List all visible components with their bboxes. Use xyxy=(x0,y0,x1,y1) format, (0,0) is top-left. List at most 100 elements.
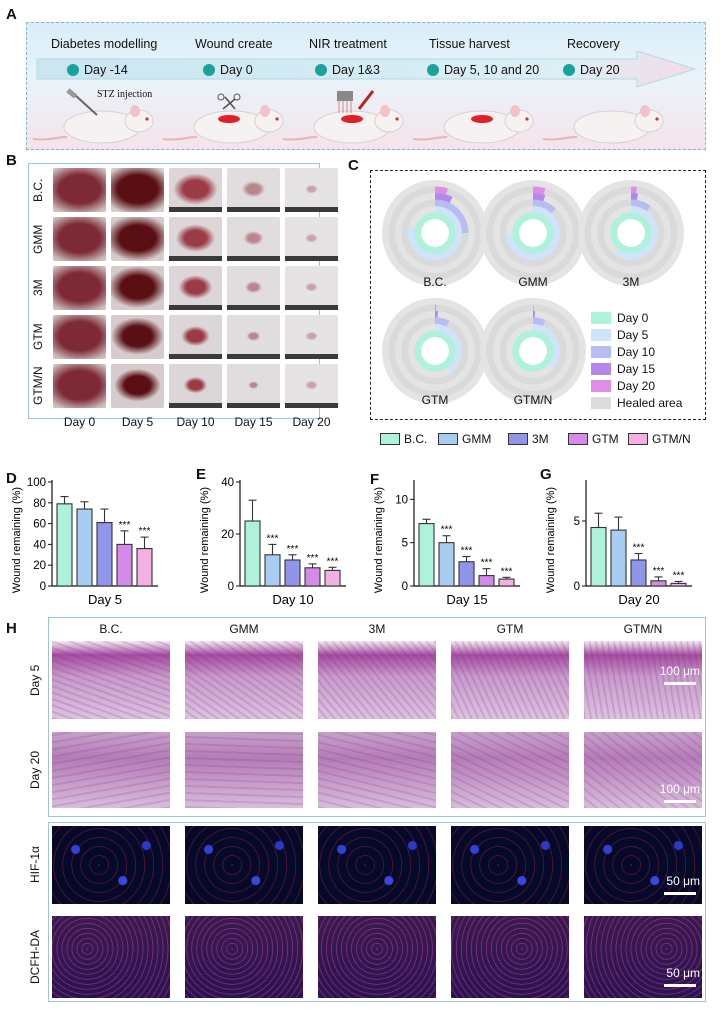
significance-label: *** xyxy=(267,533,279,544)
legend-swatch xyxy=(591,312,611,324)
mouse-icon xyxy=(32,88,154,144)
histology-image xyxy=(451,826,569,904)
mouse-icon xyxy=(282,90,404,144)
legend-label: Day 0 xyxy=(617,311,649,325)
histology-image xyxy=(52,641,170,719)
legend-swatch xyxy=(591,397,611,409)
photo-row-label: GTM xyxy=(31,323,45,351)
stage-day-5-label: Day 20 xyxy=(580,63,620,77)
legend-swatch xyxy=(508,433,528,445)
ring-center xyxy=(519,337,547,365)
ruler-strip xyxy=(169,354,222,359)
group-legend-item: GMM xyxy=(438,432,491,446)
significance-label: *** xyxy=(441,525,453,536)
ring-chart xyxy=(480,180,586,286)
y-tick-label: 20 xyxy=(33,560,46,572)
wound-photo xyxy=(169,315,222,359)
stage-day-2: Day 0 xyxy=(203,63,253,77)
ring-chart xyxy=(578,180,684,286)
mouse-icon xyxy=(412,105,534,144)
histology-row-label: DCFH-DA xyxy=(28,930,42,984)
ring-group-label: GTM/N xyxy=(513,393,553,407)
ruler-strip xyxy=(227,256,280,261)
bar xyxy=(630,559,647,587)
ruler-strip xyxy=(169,207,222,212)
ring-legend-item: Day 15 xyxy=(591,362,655,376)
ruler-strip xyxy=(169,256,222,261)
y-tick-label: 20 xyxy=(221,529,234,541)
histology-image xyxy=(52,916,170,998)
ring-legend-item: Day 10 xyxy=(591,345,655,359)
wound-photo xyxy=(111,266,164,310)
bar xyxy=(76,508,93,587)
dot-icon xyxy=(67,64,79,76)
dot-icon xyxy=(427,64,439,76)
legend-swatch xyxy=(591,346,611,358)
histology-col-label: GMM xyxy=(229,622,259,636)
ruler-strip xyxy=(285,207,338,212)
wound-photo xyxy=(169,266,222,310)
y-tick-label: 0 xyxy=(228,581,234,593)
panel-label-f: F xyxy=(370,471,380,488)
significance-label: *** xyxy=(633,543,645,554)
histology-image xyxy=(584,826,702,904)
bar xyxy=(244,520,261,587)
legend-label: GTM/N xyxy=(652,432,691,446)
wound-photo xyxy=(53,364,106,408)
histology-row-label: Day 20 xyxy=(28,750,42,790)
histology-col-label: GTM xyxy=(496,622,524,636)
y-tick-label: 0 xyxy=(40,581,46,593)
group-legend-item: 3M xyxy=(508,432,549,446)
wound-photo xyxy=(227,315,280,359)
ruler-strip xyxy=(285,354,338,359)
ring-segment-day xyxy=(435,193,453,203)
y-tick-label: 10 xyxy=(395,494,408,506)
ring-segment-day xyxy=(533,324,560,369)
ring-group-label: 3M xyxy=(622,275,640,289)
histology-col-label: GTM/N xyxy=(623,622,663,636)
wound-photo xyxy=(285,364,338,408)
histology-image xyxy=(318,732,436,808)
wound-photo xyxy=(285,168,338,212)
legend-swatch xyxy=(568,433,588,445)
bar xyxy=(438,542,455,587)
legend-swatch xyxy=(380,433,400,445)
ring-segment-day xyxy=(435,304,437,312)
group-legend-item: B.C. xyxy=(380,432,427,446)
significance-label: *** xyxy=(501,566,513,577)
ring-segment-day xyxy=(533,193,546,202)
stz-injection-label: STZ injection xyxy=(97,89,153,100)
ruler-strip xyxy=(169,403,222,408)
histology-image xyxy=(451,732,569,808)
wound-ring-panel: B.C. GMM 3M GTM GTM/N Day 0 Day 5 Day 10 Day 15 D… xyxy=(370,170,706,420)
significance-label: *** xyxy=(119,520,131,531)
bar xyxy=(264,554,281,587)
y-tick-label: 60 xyxy=(33,519,46,531)
ring-segment-day xyxy=(414,212,456,254)
wound-photo xyxy=(227,364,280,408)
bar xyxy=(590,526,607,587)
legend-label: B.C. xyxy=(404,432,428,446)
stage-day-2-label: Day 0 xyxy=(220,63,253,77)
histology-image xyxy=(451,916,569,998)
ruler-strip xyxy=(169,305,222,310)
panel-label-h: H xyxy=(6,620,17,637)
group-legend-item: GTM xyxy=(568,432,619,446)
histology-image xyxy=(584,732,702,808)
legend-swatch xyxy=(438,433,458,445)
wound-photo xyxy=(227,266,280,310)
bar xyxy=(650,580,667,587)
scale-bar-label: 100 μm xyxy=(659,664,700,678)
stage-day-3-label: Day 1&3 xyxy=(332,63,380,77)
scale-bar xyxy=(664,892,696,895)
dot-icon xyxy=(563,64,575,76)
histology-image xyxy=(52,732,170,808)
stage-title-2: Wound create xyxy=(195,37,273,51)
wound-ring-charts xyxy=(382,180,684,404)
wound-photo xyxy=(53,315,106,359)
histology-image xyxy=(185,641,303,719)
bar xyxy=(56,503,73,587)
y-tick-label: 5 xyxy=(402,538,408,550)
legend-swatch xyxy=(628,433,648,445)
ring-segment-day xyxy=(414,330,456,372)
